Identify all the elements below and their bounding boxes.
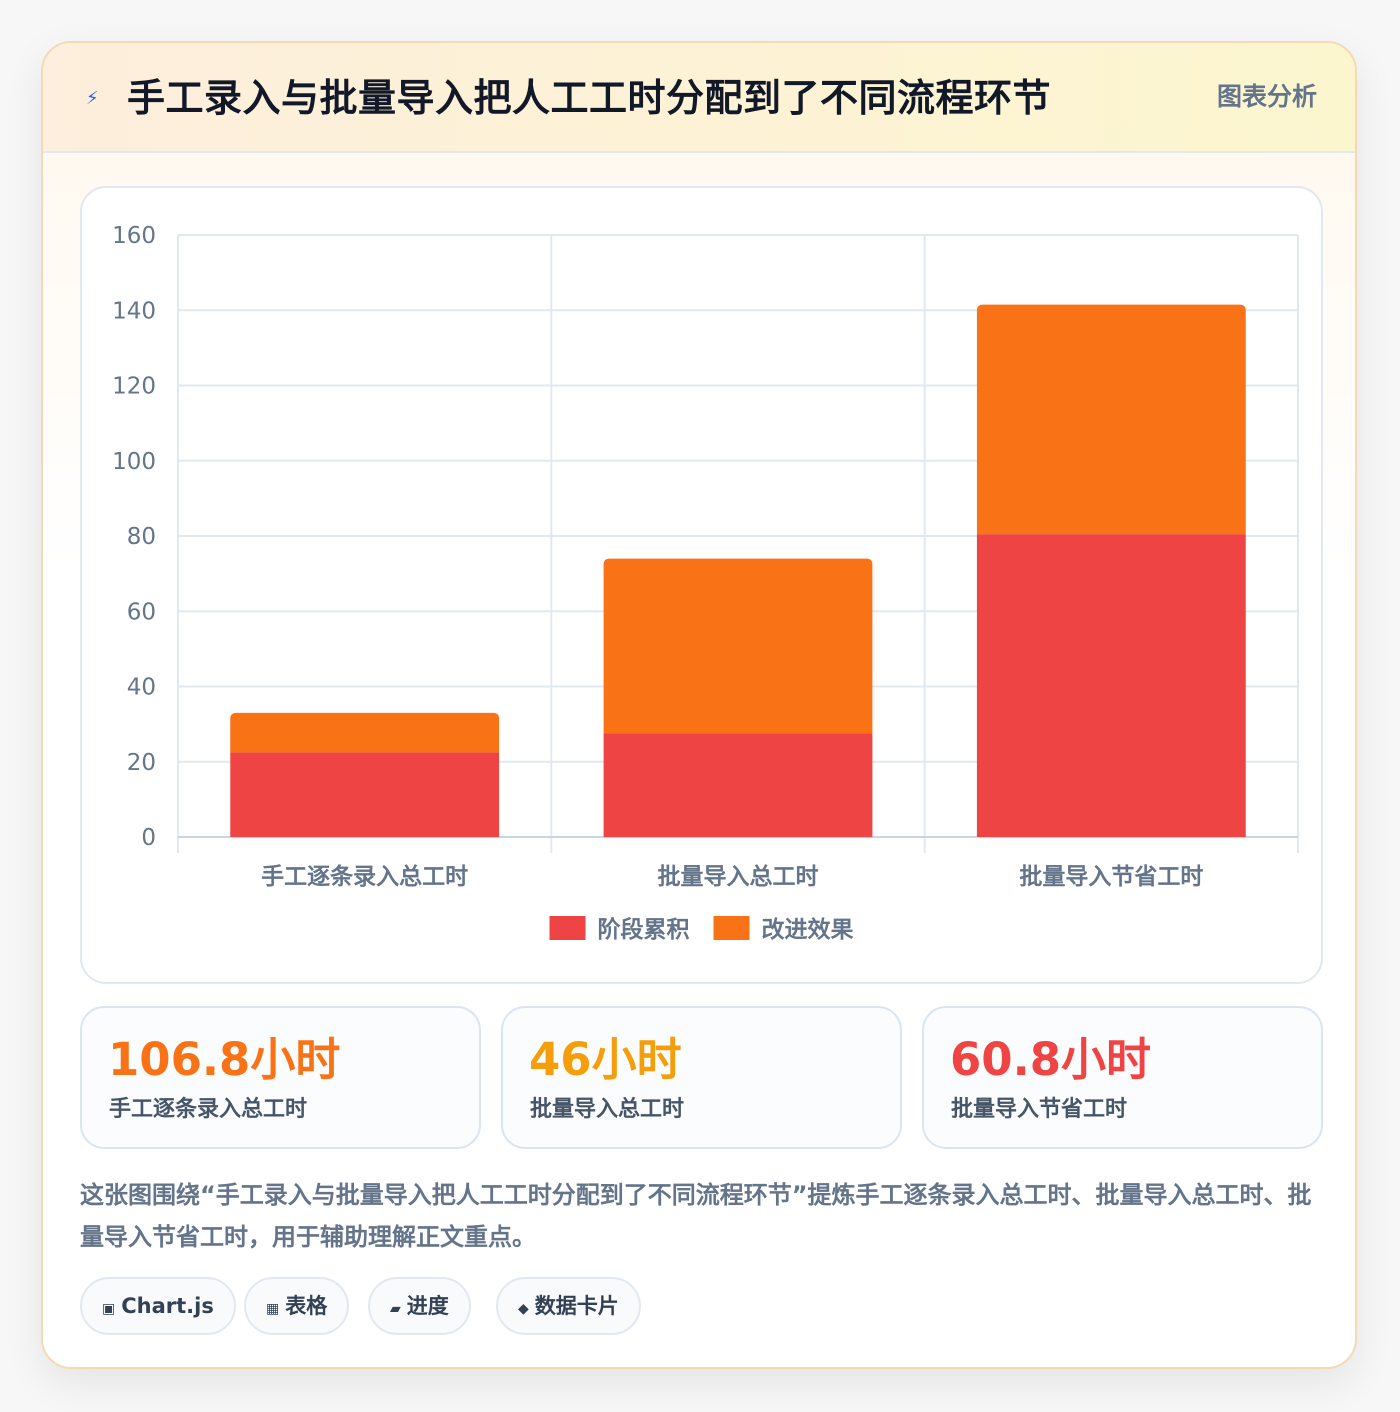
y-tick-label: 40 — [127, 675, 156, 701]
x-tick-label: 批量导入总工时 — [658, 863, 819, 890]
table-icon: ▦ — [266, 1301, 280, 1317]
chip-label: 表格 — [285, 1294, 328, 1318]
bar-segment — [603, 733, 873, 837]
y-tick-label: 100 — [112, 449, 156, 475]
chip-chartjs[interactable]: ▣ Chart.js — [80, 1277, 236, 1335]
y-tick-label: 0 — [141, 825, 156, 851]
chart-card: ⚡ 手工录入与批量导入把人工工时分配到了不同流程环节 图表分析 0 20 40 60 8… — [41, 41, 1357, 1369]
card-header: ⚡ 手工录入与批量导入把人工工时分配到了不同流程环节 图表分析 — [43, 43, 1355, 153]
y-tick-label: 120 — [112, 374, 156, 400]
stat-card-batch-total: 46小时 批量导入总工时 — [501, 1006, 902, 1149]
stat-card-batch-saved: 60.8小时 批量导入节省工时 — [922, 1006, 1323, 1149]
stat-label: 手工逐条录入总工时 — [109, 1097, 308, 1122]
stat-value: 60.8小时 — [950, 1033, 1152, 1086]
stat-value: 106.8小时 — [108, 1033, 341, 1086]
y-tick-label: 160 — [112, 223, 156, 249]
legend-swatch — [713, 916, 750, 940]
bar-segment — [230, 752, 500, 837]
chart-panel: 0 20 40 60 80 100 120 140 160 手工逐条录入总工时 批量导入总工时 批量导… — [80, 186, 1323, 984]
chip-label: 数据卡片 — [534, 1294, 619, 1318]
legend-label: 改进效果 — [762, 916, 854, 943]
lightning-icon: ⚡ — [86, 88, 99, 109]
x-tick-label: 批量导入节省工时 — [1019, 864, 1203, 890]
chip-label: Chart.js — [121, 1294, 214, 1318]
chart-frame-icon: ▣ — [102, 1301, 116, 1317]
y-tick-label: 80 — [127, 524, 156, 550]
bar-segment — [976, 304, 1246, 535]
chip-label: 进度 — [406, 1294, 449, 1318]
chart-analysis-tag: 图表分析 — [1216, 82, 1317, 111]
stat-card-manual-total: 106.8小时 手工逐条录入总工时 — [80, 1006, 481, 1149]
chip-progress[interactable]: ▰ 进度 — [368, 1277, 471, 1335]
stat-label: 批量导入节省工时 — [951, 1097, 1128, 1122]
x-tick-label: 手工逐条录入总工时 — [261, 863, 468, 890]
chip-data-card[interactable]: ◆ 数据卡片 — [496, 1277, 641, 1335]
chip-table[interactable]: ▦ 表格 — [244, 1277, 350, 1335]
y-tick-label: 60 — [127, 599, 156, 625]
y-tick-label: 20 — [127, 750, 156, 776]
bar-segment — [230, 712, 500, 753]
chart-description: 这张图围绕“手工录入与批量导入把人工工时分配到了不同流程环节”提炼手工逐条录入总… — [80, 1181, 1312, 1251]
diamond-icon: ◆ — [518, 1301, 529, 1317]
legend-swatch — [549, 916, 586, 940]
page-title: 手工录入与批量导入把人工工时分配到了不同流程环节 — [127, 76, 1052, 120]
y-tick-label: 140 — [112, 298, 156, 324]
stacked-bar-chart: 0 20 40 60 80 100 120 140 160 手工逐条录入总工时 批量导入总工时 批量导… — [112, 223, 1299, 943]
stat-label: 批量导入总工时 — [530, 1097, 685, 1122]
bar-segment — [976, 534, 1246, 837]
stat-value: 46小时 — [529, 1033, 682, 1086]
legend-label: 阶段累积 — [598, 916, 690, 943]
progress-icon: ▰ — [390, 1301, 401, 1317]
bar-segment — [603, 558, 873, 734]
